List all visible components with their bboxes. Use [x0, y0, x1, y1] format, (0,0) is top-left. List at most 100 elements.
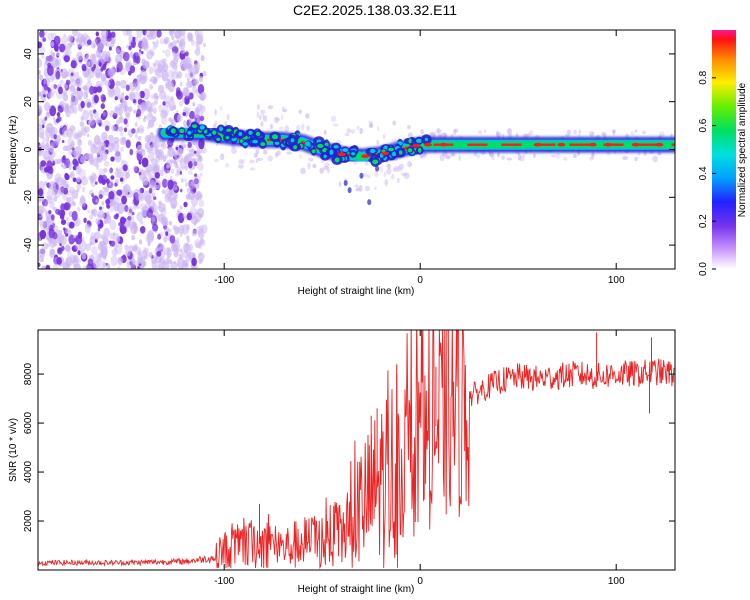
signal-blob-core [226, 128, 232, 132]
noise-speckle [84, 72, 88, 78]
noise-speckle [93, 94, 99, 104]
noise-speckle [110, 41, 115, 48]
signal-blob-core [272, 134, 278, 140]
noise-speckle [56, 257, 62, 265]
noise-speckle [95, 156, 100, 163]
noise-speckle [158, 202, 166, 213]
haze-speckle [397, 178, 400, 184]
noise-speckle [74, 242, 81, 251]
noise-speckle [159, 169, 164, 177]
noise-speckle [138, 135, 142, 141]
noise-speckle [168, 259, 173, 265]
haze-speckle [214, 159, 219, 162]
noise-speckle [152, 41, 156, 45]
noise-speckle [48, 210, 52, 215]
snr-frame [37, 329, 676, 571]
noise-speckle [184, 73, 189, 78]
noise-speckle [151, 202, 158, 213]
noise-speckle [110, 156, 115, 162]
haze-speckle [319, 167, 325, 174]
haze-speckle [591, 152, 595, 159]
noise-speckle [116, 61, 123, 73]
noise-speckle [50, 214, 55, 221]
haze-speckle [262, 149, 268, 155]
noise-speckle [145, 167, 150, 174]
signal-blob-core [407, 148, 413, 153]
haze-speckle [257, 157, 263, 161]
noise-speckle [90, 113, 94, 120]
noise-speckle [81, 65, 87, 72]
noise-speckle [121, 136, 127, 144]
noise-speckle [61, 126, 69, 138]
noise-speckle [38, 105, 43, 116]
noise-speckle [159, 109, 168, 119]
noise-speckle [184, 51, 189, 57]
haze-speckle [403, 172, 410, 179]
haze-speckle [281, 106, 286, 110]
noise-speckle [58, 86, 63, 95]
haze-speckle [376, 139, 380, 145]
haze-speckle [566, 129, 572, 135]
noise-speckle [43, 94, 46, 98]
noise-speckle [148, 151, 155, 162]
noise-speckle [149, 78, 153, 83]
noise-speckle [197, 30, 204, 39]
noise-speckle [199, 75, 203, 82]
noise-speckle [92, 210, 96, 214]
noise-speckle [136, 74, 143, 82]
noise-speckle [149, 113, 153, 118]
noise-speckle [150, 93, 155, 100]
signal-blob-core [424, 137, 428, 141]
noise-speckle [86, 39, 92, 46]
noise-speckle [44, 116, 48, 121]
noise-speckle [56, 51, 60, 57]
haze-speckle [450, 152, 456, 157]
noise-speckle [137, 104, 140, 109]
haze-speckle [249, 159, 255, 164]
haze-speckle [528, 130, 534, 136]
noise-speckle [193, 161, 198, 167]
noise-speckle [89, 117, 96, 126]
haze-speckle [532, 153, 537, 159]
noise-speckle [63, 55, 70, 63]
noise-speckle [70, 173, 73, 178]
noise-speckle [133, 195, 140, 206]
noise-speckle [107, 90, 114, 98]
noise-speckle [82, 265, 86, 269]
haze-speckle [642, 130, 646, 135]
noise-speckle [57, 183, 65, 195]
haze-speckle [231, 147, 237, 154]
noise-speckle [162, 101, 166, 106]
haze-speckle [453, 128, 457, 135]
haze-speckle [298, 109, 303, 114]
spectrogram-y-tick-label: -40 [23, 237, 34, 252]
noise-speckle [68, 234, 75, 245]
noise-speckle [136, 144, 143, 155]
noise-speckle [97, 242, 104, 250]
signal-blob-core [248, 130, 253, 135]
noise-speckle [199, 194, 203, 199]
signal-blob-core [212, 130, 217, 135]
colorbar-tick-label: 0.2 [698, 214, 709, 228]
noise-speckle [186, 224, 190, 231]
haze-speckle [296, 124, 301, 132]
noise-speckle [138, 159, 142, 165]
noise-speckle [160, 143, 164, 147]
signal-blob-core [179, 128, 185, 134]
noise-speckle [95, 147, 101, 156]
noise-speckle [78, 95, 82, 101]
noise-speckle [38, 58, 43, 69]
signal-blob-core [274, 141, 280, 145]
haze-speckle [396, 166, 403, 172]
noise-speckle [187, 32, 193, 40]
haze-speckle [359, 127, 364, 135]
noise-speckle [85, 61, 91, 68]
noise-speckle [136, 127, 141, 133]
noise-speckle [155, 68, 163, 78]
noise-speckle [186, 77, 190, 82]
noise-speckle [100, 73, 107, 82]
noise-speckle [82, 203, 88, 211]
spectrogram-plot-area [38, 30, 675, 269]
noise-speckle [39, 219, 44, 227]
noise-speckle [50, 249, 55, 256]
